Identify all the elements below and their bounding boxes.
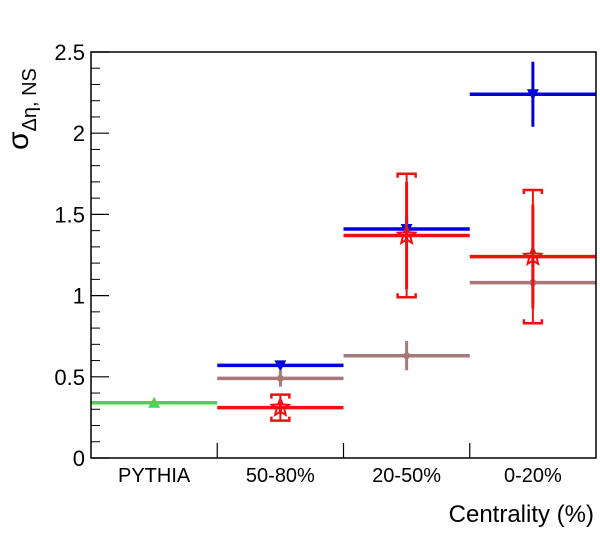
y-tick-label: 1 (73, 284, 85, 309)
sys-error-cap-top (270, 393, 291, 399)
series-1 (91, 396, 218, 408)
y-axis-title: σΔη, NS (2, 68, 41, 150)
data-point-marker (148, 396, 161, 408)
x-category-label: 20-50% (372, 465, 441, 487)
x-category-label: PYTHIA (118, 465, 191, 487)
sys-error-cap-top (396, 172, 417, 178)
data-point-marker (274, 360, 287, 372)
y-tick-label: 2 (73, 121, 85, 146)
y-tick-label: 1.5 (54, 202, 85, 227)
sys-error-cap-bottom (396, 293, 417, 299)
x-category-label: 0-20% (504, 465, 562, 487)
chart-marks (91, 61, 596, 422)
x-category-label: 50-80% (246, 465, 315, 487)
y-axis-title-symbol: σ (2, 131, 35, 150)
y-tick-label: 2.5 (54, 40, 85, 65)
series-3 (217, 261, 596, 387)
data-point-marker (526, 89, 539, 101)
x-axis-title: Centrality (%) (449, 501, 594, 528)
data-point-marker (276, 374, 284, 382)
data-point-marker (269, 396, 292, 418)
sys-error-cap-bottom (522, 319, 544, 325)
data-point-marker (521, 244, 544, 267)
y-tick-label: 0.5 (54, 365, 85, 390)
data-point-marker (403, 352, 411, 360)
sys-error-cap-bottom (270, 416, 291, 422)
sys-error-cap-top (522, 188, 544, 195)
chart-axes: 0 0.5 1 1.5 2 2.5 PYTHIA 50-80% 20-50% 0-20% (54, 40, 562, 487)
y-tick-label: 0 (73, 446, 85, 471)
data-point-marker (395, 223, 418, 245)
y-axis-title-subscript: Δη, NS (19, 68, 41, 131)
series-4 (217, 172, 596, 422)
